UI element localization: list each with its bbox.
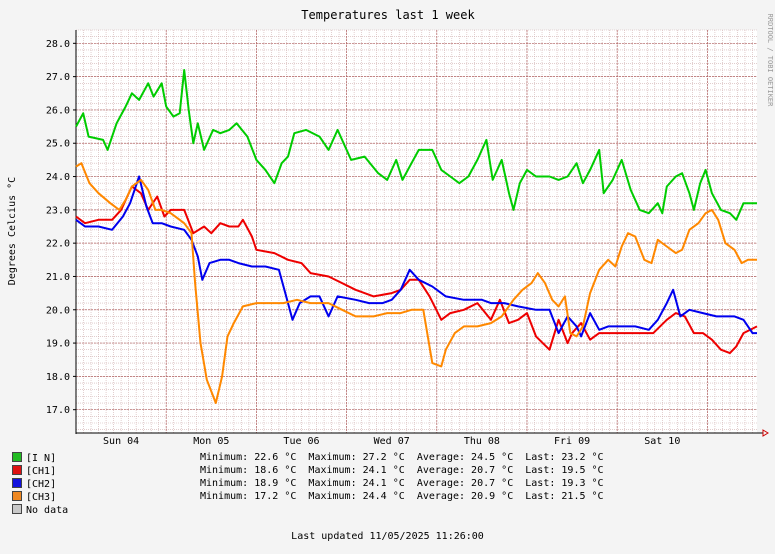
stat-min: 18.6 <box>254 465 279 476</box>
legend-label-ch2: [CH2] <box>26 479 57 490</box>
legend-swatch-ch1 <box>12 465 22 475</box>
x-axis-arrow <box>762 429 769 437</box>
x-tick-label: Tue 06 <box>283 436 319 447</box>
stats-row-ch3: Minimum: 17.2 °C Maximum: 24.4 °C Averag… <box>200 491 604 502</box>
stat-avg: 20.7 <box>471 465 496 476</box>
series-line-ch3 <box>75 162 757 404</box>
legend-item-nodata: No data <box>12 504 68 517</box>
stat-min: 18.9 <box>254 478 279 489</box>
legend-swatch-ch2 <box>12 478 22 488</box>
stat-avg: 20.7 <box>471 478 496 489</box>
legend-label-nodata: No data <box>26 505 69 516</box>
stat-min: 17.2 <box>254 491 279 502</box>
stat-max: 24.1 <box>362 478 387 489</box>
last-updated: Last updated 11/05/2025 11:26:00 <box>291 531 484 542</box>
legend-label-ch3: [CH3] <box>26 492 57 503</box>
legend-item-ch3: [CH3] <box>12 491 56 504</box>
stat-avg: 24.5 <box>471 452 496 463</box>
stat-last: 21.5 <box>561 491 586 502</box>
x-tick-label: Mon 05 <box>193 436 229 447</box>
x-tick-label: Sat 10 <box>644 436 680 447</box>
stat-max: 24.4 <box>362 491 387 502</box>
stat-max: 24.1 <box>362 465 387 476</box>
stat-last: 19.5 <box>561 465 586 476</box>
y-axis-label: Degrees Celcius °C <box>7 177 18 285</box>
y-tick-label: 28.0 <box>46 39 70 50</box>
stats-row-ch2: Minimum: 18.9 °C Maximum: 24.1 °C Averag… <box>200 478 604 489</box>
x-tick-label: Fri 09 <box>554 436 590 447</box>
legend-item-ch1: [CH1] <box>12 465 56 478</box>
x-tick-label: Wed 07 <box>374 436 410 447</box>
legend-item-ch2: [CH2] <box>12 478 56 491</box>
y-tick-label: 23.0 <box>46 205 70 216</box>
y-tick-label: 26.0 <box>46 105 70 116</box>
legend-label-ch1: [CH1] <box>26 466 57 477</box>
y-tick-label: 25.0 <box>46 139 70 150</box>
stat-last: 23.2 <box>561 452 586 463</box>
series-line-ch2 <box>75 175 757 338</box>
chart-title: Temperatures last 1 week <box>301 8 475 22</box>
series-line-ch1 <box>75 185 758 355</box>
y-tick-label: 20.0 <box>46 305 70 316</box>
x-tick-label: Thu 08 <box>464 436 500 447</box>
y-tick-label: 24.0 <box>46 172 70 183</box>
y-tick-label: 19.0 <box>46 339 70 350</box>
rrdtool-credit: RRDTOOL / TOBI OETIKER <box>766 14 774 108</box>
stats-row-in: Minimum: 22.6 °C Maximum: 27.2 °C Averag… <box>200 452 604 463</box>
x-tick-label: Sun 04 <box>103 436 139 447</box>
legend-item-in: [I N] <box>12 452 56 465</box>
y-tick-label: 27.0 <box>46 72 70 83</box>
stat-last: 19.3 <box>561 478 586 489</box>
y-tick-label: 17.0 <box>46 405 70 416</box>
y-tick-label: 22.0 <box>46 239 70 250</box>
series-line-in <box>75 69 757 221</box>
y-tick-label: 21.0 <box>46 272 70 283</box>
stat-avg: 20.9 <box>471 491 496 502</box>
y-tick-label: 18.0 <box>46 372 70 383</box>
legend-swatch-nodata <box>12 504 22 514</box>
legend-swatch-in <box>12 452 22 462</box>
stat-min: 22.6 <box>254 452 279 463</box>
legend-swatch-ch3 <box>12 491 22 501</box>
stats-row-ch1: Minimum: 18.6 °C Maximum: 24.1 °C Averag… <box>200 465 604 476</box>
stat-max: 27.2 <box>362 452 387 463</box>
legend-label-in: [I N] <box>26 453 57 464</box>
